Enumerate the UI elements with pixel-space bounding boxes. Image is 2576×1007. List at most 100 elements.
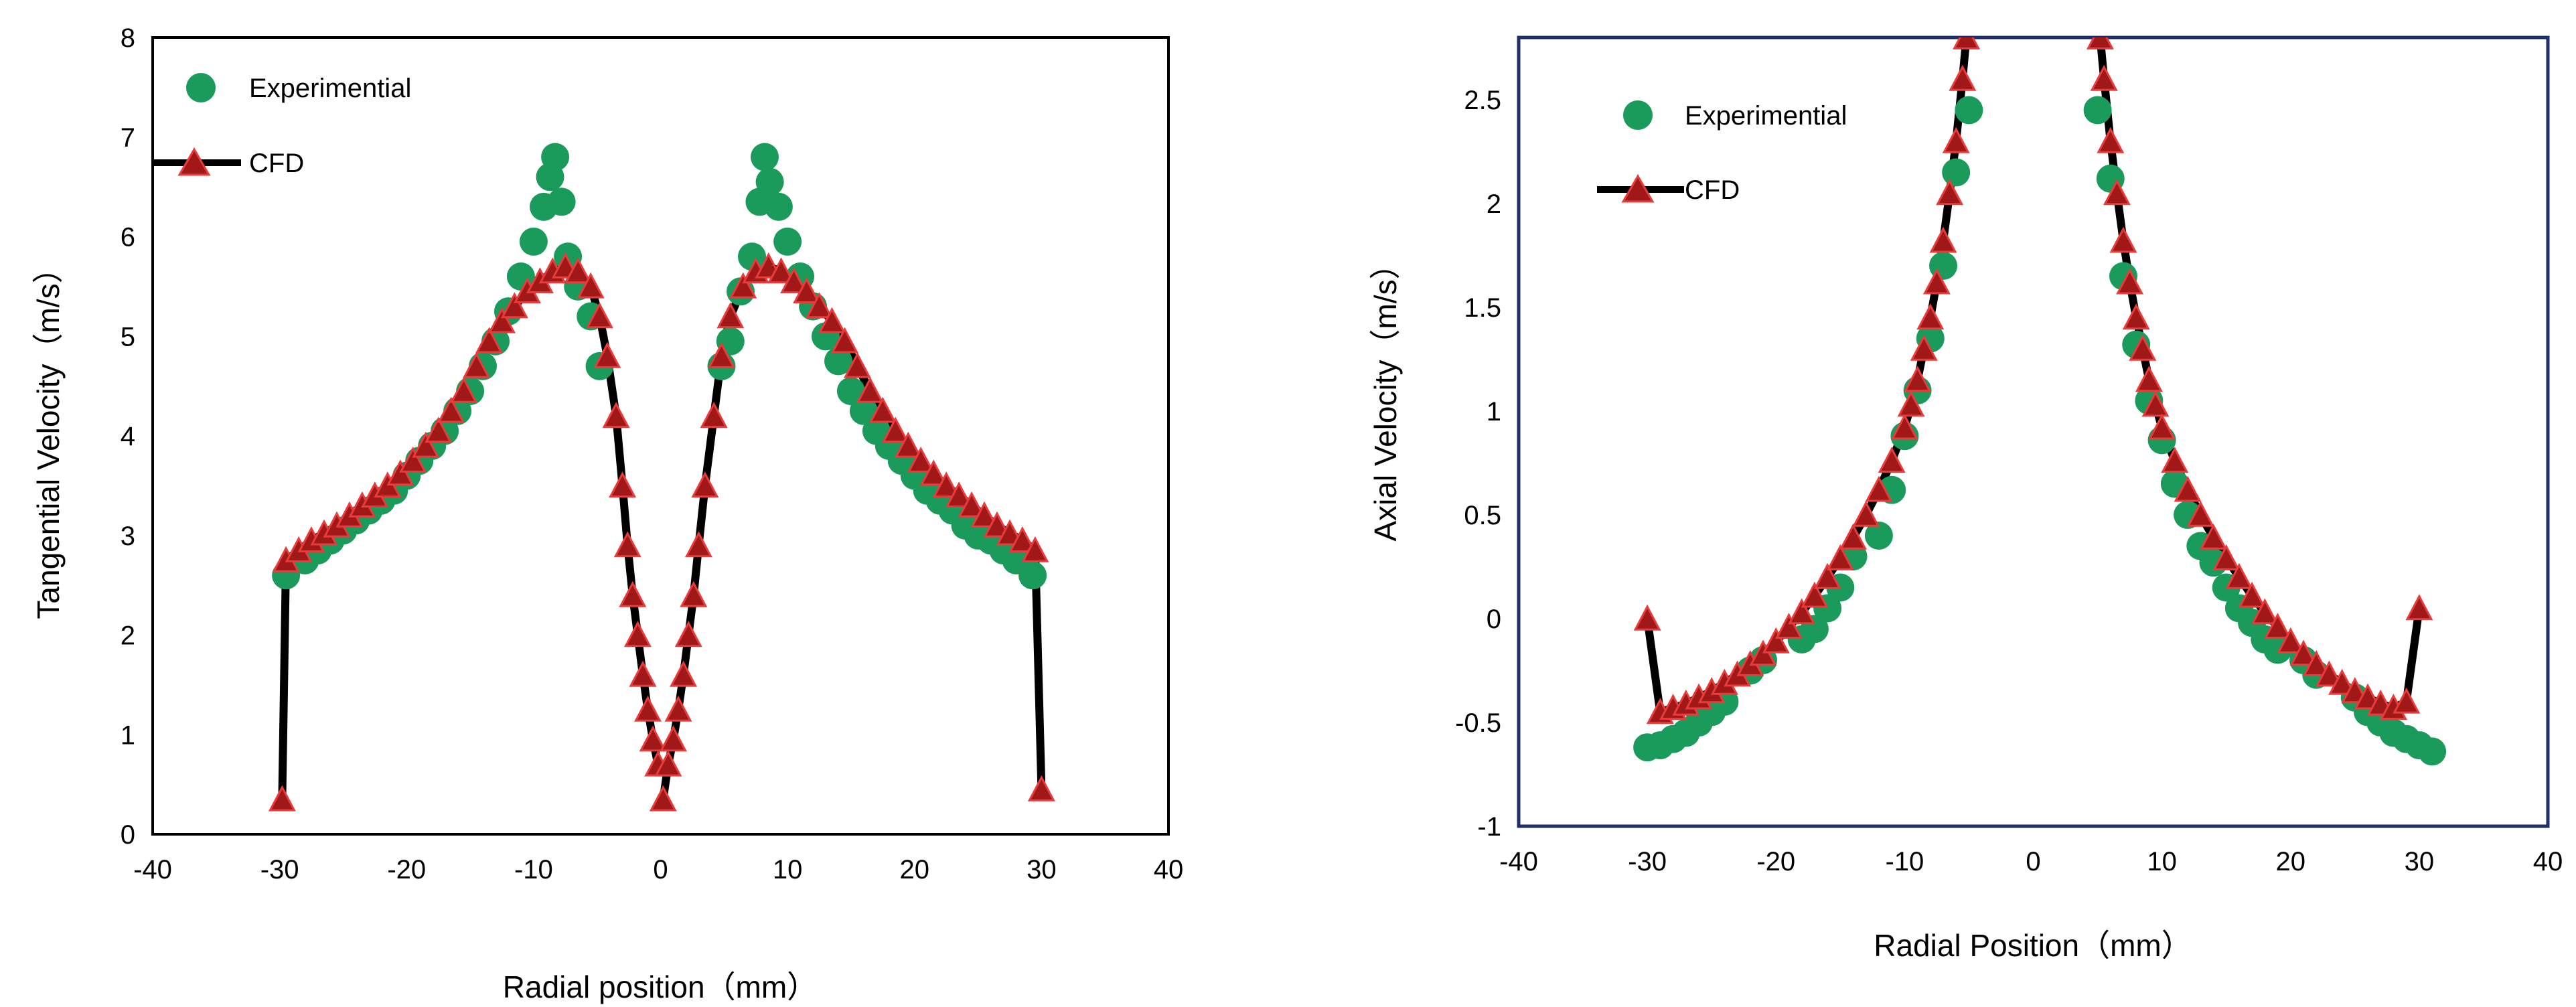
cfd-point xyxy=(843,352,871,378)
cfd-point xyxy=(1826,544,1854,570)
y-tick-label: 2 xyxy=(121,621,135,651)
experimental-point xyxy=(2418,737,2447,766)
cfd-point xyxy=(475,327,503,354)
experimental-point xyxy=(1864,522,1893,550)
x-tick-label: -10 xyxy=(514,855,553,884)
cfd-point xyxy=(1897,390,1925,417)
cfd-point xyxy=(1027,775,1055,801)
cfd-point xyxy=(1008,526,1037,552)
experimental-point xyxy=(1018,561,1047,590)
cfd-point xyxy=(268,785,296,811)
legend-experimental-label: Experimential xyxy=(249,74,411,103)
legend: Experimential CFD xyxy=(153,73,411,178)
cfd-point xyxy=(2393,687,2421,714)
experimental-point xyxy=(547,187,576,216)
y-tick-label: 2.5 xyxy=(1464,86,1501,115)
cfd-point xyxy=(1904,366,1932,392)
cfd-point xyxy=(2174,475,2202,502)
cfd-point xyxy=(639,725,667,752)
y-tick-label: 0.5 xyxy=(1464,501,1501,530)
x-tick-label: 20 xyxy=(900,855,930,884)
cfd-point xyxy=(2086,5,2110,27)
cfd-point xyxy=(2097,127,2125,153)
cfd-point xyxy=(684,531,712,558)
x-tick-label: -40 xyxy=(133,855,172,884)
cfd-point xyxy=(450,376,478,403)
y-tick-labels: -1 -0.5 0 0.5 1 1.5 2 2.5 xyxy=(1455,86,1501,842)
cfd-point xyxy=(386,459,414,486)
cfd-point xyxy=(1890,413,1918,440)
y-tick-labels: 0 1 2 3 4 5 6 7 8 xyxy=(121,23,135,850)
cfd-point xyxy=(2129,334,2157,361)
experimental-point xyxy=(2083,96,2112,125)
cfd-point xyxy=(2161,447,2189,473)
cfd-point xyxy=(2212,544,2241,570)
cfd-point xyxy=(996,519,1024,546)
y-tick-label: 7 xyxy=(121,123,135,153)
cfd-point xyxy=(586,302,613,329)
y-tick-label: 4 xyxy=(121,422,135,451)
cfd-point xyxy=(907,446,935,473)
x-tick-label: -20 xyxy=(387,855,426,884)
y-tick-label: 8 xyxy=(121,23,135,53)
x-axis-label: Radial position（mm） xyxy=(503,970,818,1004)
cfd-point xyxy=(670,660,698,687)
cfd-point xyxy=(634,695,662,722)
legend-experimental-label: Experimential xyxy=(1685,101,1847,131)
x-tick-label: -10 xyxy=(1885,847,1924,876)
cfd-point xyxy=(1922,268,1951,295)
cfd-point xyxy=(1813,562,1841,589)
x-tick-label: -40 xyxy=(1499,847,1538,876)
cfd-point xyxy=(593,341,621,368)
cfd-point xyxy=(2405,594,2433,621)
y-tick-label: 1 xyxy=(121,720,135,750)
series-group xyxy=(1633,5,2447,766)
cfd-point xyxy=(674,621,702,647)
x-axis-label: Radial Position（mm） xyxy=(1874,928,2192,963)
cfd-point xyxy=(1878,447,1906,473)
cfd-point xyxy=(2315,660,2343,687)
cfd-point xyxy=(629,660,657,687)
cfd-point xyxy=(716,302,745,329)
cfd-point xyxy=(708,341,735,368)
cfd-point xyxy=(970,501,998,528)
x-tick-label: 0 xyxy=(653,855,668,884)
cfd-point xyxy=(2251,598,2279,625)
cfd-point xyxy=(1749,639,1777,666)
cfd-point xyxy=(2141,390,2170,417)
legend-cfd-marker xyxy=(177,147,211,176)
axial-velocity-chart: -1 -0.5 0 0.5 1 1.5 2 2.5 -40 -30 -20 -10 0 10 20 30 40… xyxy=(1368,5,2563,963)
plot-area-frame xyxy=(151,36,1170,836)
y-tick-label: 0 xyxy=(1487,605,1501,634)
x-tick-labels: -40 -30 -20 -10 0 10 20 30 40 xyxy=(1499,847,2563,876)
cfd-point xyxy=(1839,523,1867,550)
plot-area-frame xyxy=(1517,35,2550,828)
cfd-point xyxy=(577,272,605,299)
y-tick-label: -1 xyxy=(1477,812,1501,842)
cfd-point xyxy=(1929,226,1957,253)
experimental-point xyxy=(751,143,779,171)
legend-cfd-label: CFD xyxy=(1685,175,1740,205)
cfd-point xyxy=(2103,179,2131,206)
cfd-point xyxy=(793,277,821,303)
cfd-point xyxy=(1801,581,1829,608)
cfd-point xyxy=(613,531,641,558)
cfd-point xyxy=(881,416,909,443)
cfd-point xyxy=(1936,179,1964,206)
cfd-point xyxy=(831,327,858,354)
cfd-point xyxy=(412,431,440,458)
experimental-point xyxy=(541,143,570,171)
cfd-point xyxy=(2277,627,2305,653)
x-tick-label: 10 xyxy=(2147,847,2177,876)
cfd-point xyxy=(2238,581,2266,608)
plot-marks xyxy=(268,143,1055,811)
cfd-point xyxy=(767,257,795,284)
y-tick-label: 1 xyxy=(1487,397,1501,427)
cfd-point xyxy=(500,292,528,319)
experimental-point xyxy=(519,227,548,256)
cfd-point xyxy=(602,402,630,428)
cfd-point xyxy=(2135,366,2163,392)
cfd-point xyxy=(623,621,652,647)
x-tick-label: -20 xyxy=(1756,847,1795,876)
y-tick-label: 1.5 xyxy=(1464,293,1501,323)
